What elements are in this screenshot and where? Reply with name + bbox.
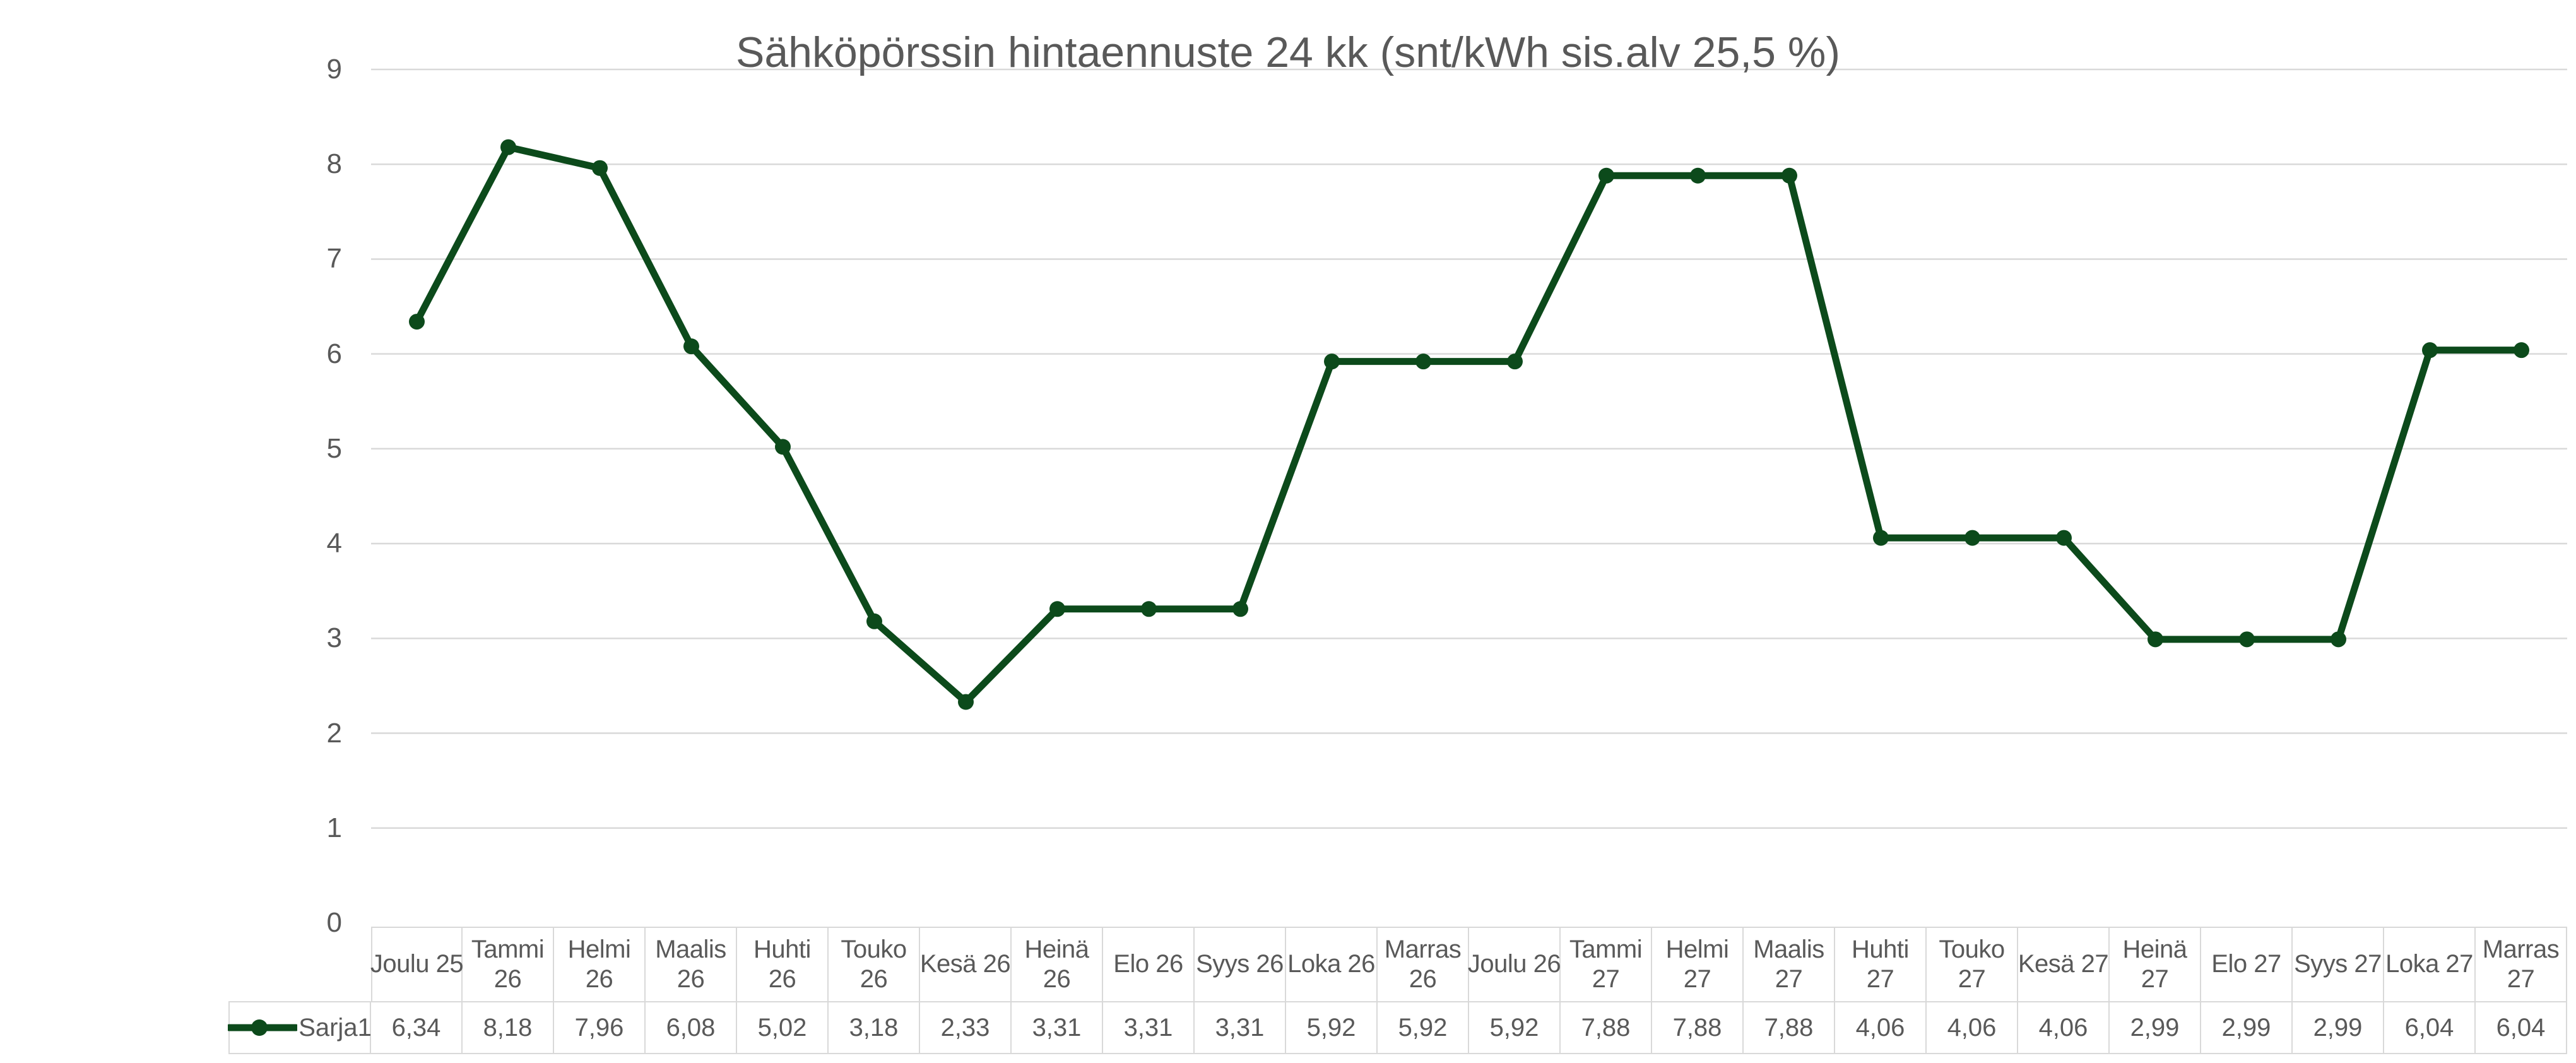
x-axis-category-cell: Elo 26	[1103, 927, 1195, 1001]
series-value-cell: 4,06	[1835, 1001, 1927, 1054]
x-axis-category-cell: Elo 27	[2201, 927, 2293, 1001]
series-value-cell: 2,99	[2110, 1001, 2201, 1054]
series-value-cell: 4,06	[2018, 1001, 2110, 1054]
series-value-cell: 6,08	[646, 1001, 737, 1054]
data-point-marker	[1690, 167, 1706, 184]
x-axis-category-cell: Tammi 26	[463, 927, 554, 1001]
data-point-marker	[2422, 342, 2438, 359]
data-point-marker	[1324, 353, 1340, 370]
series-value-cell: 5,02	[737, 1001, 829, 1054]
series-value-cell: 3,18	[829, 1001, 920, 1054]
x-axis-category-cell: Syys 27	[2293, 927, 2384, 1001]
series-line	[413, 143, 2525, 706]
x-axis-category-cell: Maalis 27	[1744, 927, 1835, 1001]
data-point-marker	[775, 439, 791, 455]
data-point-marker	[2331, 631, 2346, 648]
x-axis-category-cell: Heinä 26	[1012, 927, 1103, 1001]
x-axis-category-cell: Huhti 26	[737, 927, 829, 1001]
x-axis-category-cell: Kesä 27	[2018, 927, 2110, 1001]
y-axis-tick-label: 2	[326, 717, 342, 749]
y-axis-tick-label: 6	[326, 338, 342, 369]
y-axis-tick-label: 8	[326, 148, 342, 180]
series-value-cell: 5,92	[1469, 1001, 1561, 1054]
series-value-cell: 3,31	[1195, 1001, 1286, 1054]
series-value-cell: 2,33	[920, 1001, 1012, 1054]
data-table: Joulu 25 Tammi 26 Helmi 26 Maalis 26 Huhti 2…	[228, 927, 2567, 1054]
data-point-marker	[409, 314, 425, 330]
series-value-cell: 7,88	[1652, 1001, 1744, 1054]
series-value-cell: 5,92	[1286, 1001, 1378, 1054]
series-value-cell: 7,88	[1561, 1001, 1652, 1054]
series-value-cell: 6,04	[2384, 1001, 2476, 1054]
data-point-marker	[2514, 342, 2529, 359]
x-axis-category-cell: Syys 26	[1195, 927, 1286, 1001]
data-point-marker	[958, 694, 974, 710]
y-axis-tick-label: 1	[326, 812, 342, 843]
data-point-marker	[1415, 353, 1431, 370]
series-value-cell: 3,31	[1012, 1001, 1103, 1054]
x-axis-category-cell: Joulu 26	[1468, 927, 1561, 1001]
x-axis-category-cell: Tammi 27	[1561, 927, 1652, 1001]
y-axis-tick-label: 5	[326, 432, 342, 464]
data-point-marker	[683, 338, 699, 355]
data-point-marker	[1964, 530, 1980, 546]
data-point-marker	[1598, 167, 1614, 184]
data-point-marker	[1232, 601, 1248, 617]
x-axis-category-cell: Loka 26	[1286, 927, 1378, 1001]
series-value-cell: 6,04	[2476, 1001, 2567, 1054]
x-axis-category-cell: Marras 27	[2476, 927, 2567, 1001]
x-axis-category-cell: Marras 26	[1378, 927, 1469, 1001]
series-value-cell: 5,92	[1378, 1001, 1469, 1054]
series-value-cell: 8,18	[463, 1001, 554, 1054]
y-axis-tick-label: 9	[326, 54, 342, 85]
chart-title: Sähköpörssin hintaennuste 24 kk (snt/kWh…	[736, 28, 1840, 76]
data-point-marker	[2239, 631, 2255, 648]
x-axis-category-cell: Helmi 27	[1652, 927, 1744, 1001]
series-line-marker-icon	[228, 1019, 298, 1036]
x-axis-category-cell: Huhti 27	[1835, 927, 1927, 1001]
x-axis-category-cell: Kesä 26	[920, 927, 1012, 1001]
data-point-marker	[1141, 601, 1157, 617]
data-point-marker	[1873, 530, 1889, 546]
series-value-cell: 3,31	[1103, 1001, 1195, 1054]
y-axis-tick-label: 4	[326, 528, 342, 559]
x-axis-category-cell: Touko 27	[1927, 927, 2018, 1001]
x-axis-category-cell: Maalis 26	[646, 927, 737, 1001]
data-point-marker	[2056, 530, 2072, 546]
legend-key: Sarja1	[228, 1001, 372, 1054]
data-point-marker	[500, 139, 516, 155]
x-axis-category-cell: Joulu 25	[370, 927, 464, 1001]
data-point-marker	[1781, 167, 1797, 184]
series-value-cell: 7,96	[554, 1001, 646, 1054]
legend-label: Sarja1	[298, 1013, 372, 1042]
series-value-cell: 2,99	[2293, 1001, 2384, 1054]
data-point-marker	[866, 613, 882, 629]
data-point-marker	[1507, 353, 1523, 370]
x-axis-category-cell: Loka 27	[2384, 927, 2476, 1001]
x-axis-category-cell: Touko 26	[829, 927, 920, 1001]
series-value-cell: 7,88	[1744, 1001, 1835, 1054]
series-value-cell: 2,99	[2201, 1001, 2293, 1054]
x-axis-category-cell: Helmi 26	[554, 927, 646, 1001]
data-point-marker	[2148, 631, 2163, 648]
y-axis-tick-label: 3	[326, 622, 342, 654]
table-corner-spacer	[228, 927, 371, 1001]
series-value-cell: 4,06	[1927, 1001, 2018, 1054]
data-point-marker	[592, 160, 608, 176]
y-axis-tick-label: 7	[326, 243, 342, 275]
x-axis-category-cell: Heinä 27	[2110, 927, 2201, 1001]
data-point-marker	[1049, 601, 1065, 617]
y-axis-tick-label: 0	[326, 907, 342, 938]
series-value-cell: 6,34	[371, 1001, 463, 1054]
